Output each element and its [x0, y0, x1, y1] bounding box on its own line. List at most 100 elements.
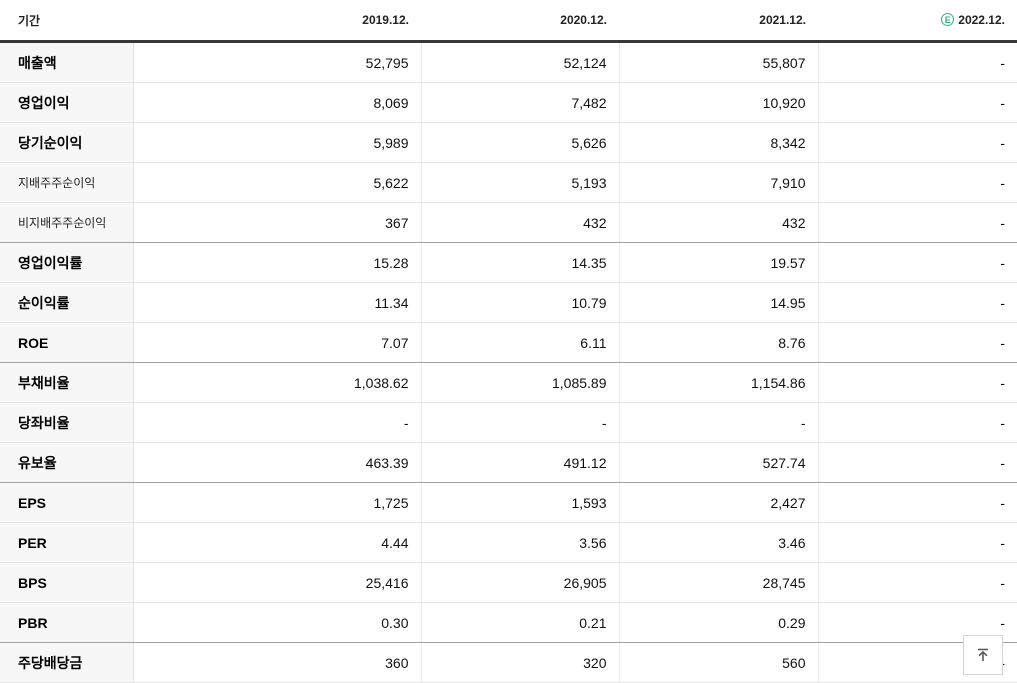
- row-value: 7,482: [421, 82, 620, 123]
- row-value: -: [818, 122, 1017, 163]
- row-value: -: [818, 402, 1017, 443]
- row-value: 432: [619, 202, 819, 243]
- table-row: 주당배당금 360 320 560 -: [0, 642, 1017, 683]
- table-row: 당기순이익 5,989 5,626 8,342 -: [0, 122, 1017, 163]
- row-value: 1,154.86: [619, 362, 819, 403]
- row-value: 55,807: [619, 41, 819, 83]
- column-header-2020-12: 2020.12.: [421, 0, 619, 43]
- row-label: 매출액: [0, 41, 134, 83]
- row-label: 영업이익률: [0, 242, 134, 283]
- row-value: 3.46: [619, 522, 819, 563]
- row-value: 5,193: [421, 162, 620, 203]
- row-value: 7,910: [619, 162, 819, 203]
- row-label: 비지배주주순이익: [0, 202, 134, 243]
- row-value: 52,795: [133, 41, 422, 83]
- table-row: 지배주주순이익 5,622 5,193 7,910 -: [0, 162, 1017, 203]
- row-value: 14.35: [421, 242, 620, 283]
- row-value: 0.30: [133, 602, 422, 643]
- table-header-row: 기간 2019.12. 2020.12. 2021.12. E 2022.12.: [0, 0, 1017, 43]
- column-header-2019-12: 2019.12.: [133, 0, 421, 43]
- table-row: 비지배주주순이익 367 432 432 -: [0, 202, 1017, 243]
- row-value: 52,124: [421, 41, 620, 83]
- table-row: PBR 0.30 0.21 0.29 -: [0, 602, 1017, 643]
- row-value: 19.57: [619, 242, 819, 283]
- row-value: 8,069: [133, 82, 422, 123]
- row-value: -: [818, 41, 1017, 83]
- row-value: 0.21: [421, 602, 620, 643]
- row-value: -: [133, 402, 422, 443]
- row-value: 26,905: [421, 562, 620, 603]
- column-header-2021-12: 2021.12.: [619, 0, 818, 43]
- row-value: -: [818, 522, 1017, 563]
- row-value: 491.12: [421, 442, 620, 483]
- row-value: -: [818, 482, 1017, 523]
- row-label: 주당배당금: [0, 642, 134, 683]
- table-row: 유보율 463.39 491.12 527.74 -: [0, 442, 1017, 483]
- row-value: 463.39: [133, 442, 422, 483]
- arrow-up-to-line-icon: [978, 648, 988, 661]
- row-value: 360: [133, 642, 422, 683]
- row-value: 11.34: [133, 282, 422, 323]
- row-label: 유보율: [0, 442, 134, 483]
- row-value: 432: [421, 202, 620, 243]
- table-row: 영업이익률 15.28 14.35 19.57 -: [0, 242, 1017, 283]
- scroll-to-top-button[interactable]: [963, 635, 1003, 675]
- row-value: 1,085.89: [421, 362, 620, 403]
- row-value: 2,427: [619, 482, 819, 523]
- column-header-2022-12-estimate: E 2022.12.: [818, 0, 1017, 43]
- row-label: 당기순이익: [0, 122, 134, 163]
- row-value: 15.28: [133, 242, 422, 283]
- row-value: 8.76: [619, 322, 819, 363]
- row-value: -: [818, 162, 1017, 203]
- table-row: PER 4.44 3.56 3.46 -: [0, 522, 1017, 563]
- table-row: 영업이익 8,069 7,482 10,920 -: [0, 82, 1017, 123]
- table-row: BPS 25,416 26,905 28,745 -: [0, 562, 1017, 603]
- row-label: PER: [0, 522, 134, 563]
- row-value: 10.79: [421, 282, 620, 323]
- row-value: 5,989: [133, 122, 422, 163]
- table-row: 순이익률 11.34 10.79 14.95 -: [0, 282, 1017, 323]
- row-value: -: [818, 82, 1017, 123]
- row-value: -: [818, 562, 1017, 603]
- row-value: -: [818, 362, 1017, 403]
- row-label: 부채비율: [0, 362, 134, 403]
- row-label: 당좌비율: [0, 402, 134, 443]
- row-value: 14.95: [619, 282, 819, 323]
- row-value: 3.56: [421, 522, 620, 563]
- row-value: -: [818, 242, 1017, 283]
- row-value: -: [619, 402, 819, 443]
- row-value: 7.07: [133, 322, 422, 363]
- row-label: 지배주주순이익: [0, 162, 134, 203]
- column-header-period: 기간: [0, 0, 133, 43]
- row-value: -: [818, 282, 1017, 323]
- row-label: 순이익률: [0, 282, 134, 323]
- row-value: -: [818, 322, 1017, 363]
- row-value: 560: [619, 642, 819, 683]
- row-value: 10,920: [619, 82, 819, 123]
- row-value: 527.74: [619, 442, 819, 483]
- row-value: 1,038.62: [133, 362, 422, 403]
- row-value: 25,416: [133, 562, 422, 603]
- row-value: 1,725: [133, 482, 422, 523]
- column-header-label: 2022.12.: [958, 13, 1005, 27]
- row-label: ROE: [0, 322, 134, 363]
- row-value: -: [421, 402, 620, 443]
- row-value: 367: [133, 202, 422, 243]
- row-value: 320: [421, 642, 620, 683]
- row-value: 4.44: [133, 522, 422, 563]
- row-value: 8,342: [619, 122, 819, 163]
- row-value: -: [818, 442, 1017, 483]
- row-value: 6.11: [421, 322, 620, 363]
- row-value: 1,593: [421, 482, 620, 523]
- row-value: 5,626: [421, 122, 620, 163]
- table-row: 부채비율 1,038.62 1,085.89 1,154.86 -: [0, 362, 1017, 403]
- estimate-icon: E: [941, 13, 955, 26]
- row-label: EPS: [0, 482, 134, 523]
- table-row: 당좌비율 - - - -: [0, 402, 1017, 443]
- row-label: PBR: [0, 602, 134, 643]
- table-row: EPS 1,725 1,593 2,427 -: [0, 482, 1017, 523]
- table-row: 매출액 52,795 52,124 55,807 -: [0, 41, 1017, 83]
- row-value: -: [818, 202, 1017, 243]
- table-row: ROE 7.07 6.11 8.76 -: [0, 322, 1017, 363]
